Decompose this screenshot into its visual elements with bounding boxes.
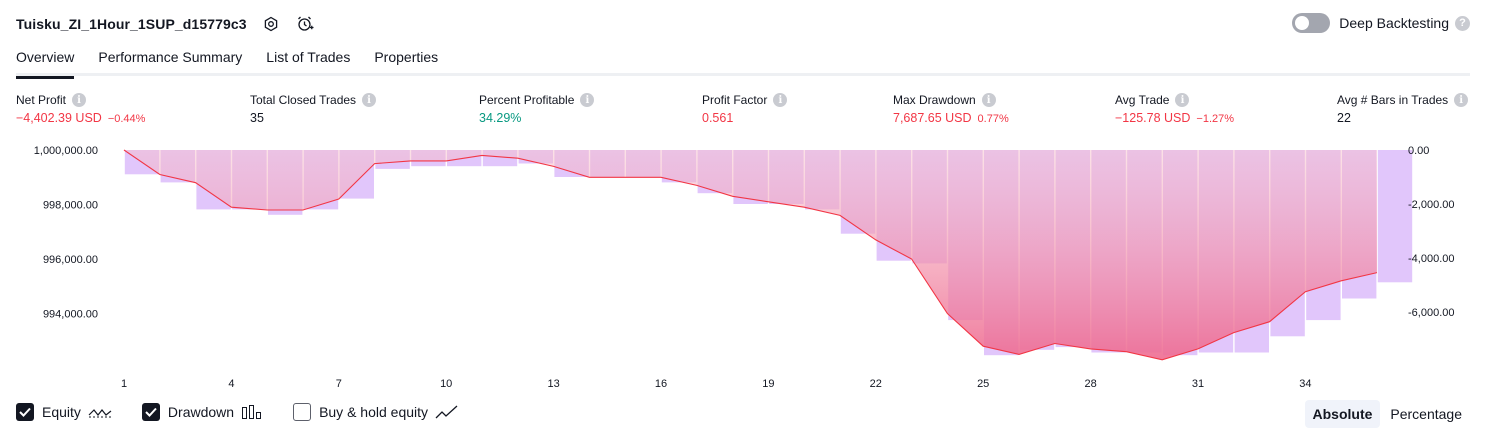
metric-profit-factor: Profit Factor i 0.561: [702, 93, 788, 125]
metric-avg-bars-in-trades: Avg # Bars in Trades i 22: [1337, 93, 1469, 125]
x-axis-tick: 10: [440, 378, 452, 390]
absolute-button[interactable]: Absolute: [1304, 400, 1381, 428]
x-axis-tick: 34: [1299, 378, 1311, 390]
legend-label: Buy & hold equity: [319, 404, 429, 420]
left-axis-tick: 1,000,000.00: [34, 145, 98, 157]
x-axis-tick: 31: [1192, 378, 1204, 390]
metric-label: Total Closed Trades: [250, 93, 357, 107]
left-axis: 1,000,000.00 998,000.00 996,000.00 994,000.…: [34, 145, 98, 321]
x-axis-tick: 4: [228, 378, 234, 390]
metric-label: Max Drawdown: [893, 93, 976, 107]
metric-label: Avg # Bars in Trades: [1337, 93, 1449, 107]
add-alert-icon[interactable]: [295, 14, 315, 34]
x-axis-tick: 13: [547, 378, 559, 390]
tab-bar: Overview Performance Summary List of Tra…: [16, 44, 1470, 79]
buy-hold-checkbox[interactable]: [293, 403, 312, 421]
x-axis-tick: 22: [870, 378, 882, 390]
drawdown-bars-icon: [241, 404, 263, 420]
metric-label: Profit Factor: [702, 93, 768, 107]
legend-label: Drawdown: [167, 404, 235, 420]
percentage-button[interactable]: Percentage: [1390, 406, 1462, 422]
deep-backtesting: Deep Backtesting ?: [1292, 13, 1470, 33]
info-icon[interactable]: i: [362, 93, 377, 107]
metric-value: 34.29%: [479, 111, 522, 125]
metric-percent: 0.77%: [977, 113, 1009, 125]
equity-checkbox[interactable]: [16, 403, 34, 421]
metric-value: 22: [1337, 111, 1351, 125]
equity-drawdown-chart: 1,000,000.00 998,000.00 996,000.00 994,000.…: [34, 145, 1455, 390]
deep-backtesting-toggle[interactable]: [1292, 13, 1331, 33]
right-axis-tick: -6,000.00: [1408, 307, 1454, 319]
info-icon[interactable]: i: [981, 93, 996, 107]
strategy-title: Tuisku_ZI_1Hour_1SUP_d15779c3: [16, 16, 247, 32]
deep-backtesting-label: Deep Backtesting: [1339, 15, 1449, 31]
tab-list-of-trades[interactable]: List of Trades: [266, 49, 351, 65]
toggle-knob: [1295, 16, 1310, 30]
x-axis: 1 4 7 10 13 16 19 22 25 28 31 34: [121, 378, 1312, 390]
right-axis: 0.00 -2,000.00 -4,000.00 -6,000.00: [1408, 145, 1454, 319]
equity-layer: [123, 149, 1378, 361]
drawdown-bar: [1377, 150, 1413, 283]
metric-label: Percent Profitable: [479, 93, 575, 107]
metric-value: 0.561: [702, 111, 734, 125]
x-axis-tick: 7: [336, 378, 342, 390]
right-axis-tick: -4,000.00: [1408, 253, 1454, 265]
metric-total-closed-trades: Total Closed Trades i 35: [250, 93, 377, 125]
view-mode-switch: Absolute Percentage: [1303, 400, 1471, 428]
metric-percent: −1.27%: [1196, 113, 1235, 125]
metric-avg-trade: Avg Trade i −125.78 USD −1.27%: [1115, 93, 1234, 125]
info-icon[interactable]: i: [773, 93, 788, 107]
legend-equity[interactable]: Equity: [16, 403, 112, 421]
info-icon[interactable]: i: [1454, 93, 1469, 107]
settings-icon[interactable]: [261, 14, 281, 34]
tab-properties[interactable]: Properties: [374, 49, 439, 65]
metric-value: 7,687.65 USD: [893, 111, 972, 125]
drawdown-checkbox[interactable]: [141, 403, 160, 421]
metric-label: Avg Trade: [1115, 93, 1170, 107]
metric-net-profit: Net Profit i −4,402.39 USD −0.44%: [16, 93, 145, 125]
buy-hold-line-icon: [435, 404, 459, 420]
right-axis-tick: -2,000.00: [1408, 199, 1454, 211]
metric-percent: −0.44%: [107, 113, 146, 125]
x-axis-tick: 1: [121, 378, 127, 390]
metric-label: Net Profit: [16, 93, 67, 107]
info-icon[interactable]: i: [72, 93, 87, 107]
left-axis-tick: 994,000.00: [43, 309, 98, 321]
metrics-row: Net Profit i −4,402.39 USD −0.44% Total Cl…: [0, 93, 1486, 129]
metric-max-drawdown: Max Drawdown i 7,687.65 USD 0.77%: [893, 93, 1009, 125]
tab-performance-summary[interactable]: Performance Summary: [98, 49, 243, 65]
x-axis-tick: 16: [655, 378, 667, 390]
legend-drawdown[interactable]: Drawdown: [141, 403, 263, 421]
left-axis-tick: 998,000.00: [43, 200, 98, 212]
info-icon[interactable]: i: [580, 93, 595, 107]
help-icon[interactable]: ?: [1455, 15, 1470, 31]
right-axis-tick: 0.00: [1408, 145, 1429, 157]
legend-buy-hold-equity[interactable]: Buy & hold equity: [293, 403, 459, 421]
left-axis-tick: 996,000.00: [43, 254, 98, 266]
x-axis-tick: 19: [762, 378, 774, 390]
metric-value: −125.78 USD: [1115, 111, 1191, 125]
tab-overview[interactable]: Overview: [16, 44, 75, 79]
legend-label: Equity: [42, 404, 81, 420]
info-icon[interactable]: i: [1175, 93, 1190, 107]
metric-percent-profitable: Percent Profitable i 34.29%: [479, 93, 595, 125]
equity-area: [124, 150, 1377, 360]
x-axis-tick: 28: [1084, 378, 1096, 390]
metric-value: −4,402.39 USD: [16, 111, 102, 125]
strategy-header: Tuisku_ZI_1Hour_1SUP_d15779c3: [16, 12, 315, 36]
metric-value: 35: [250, 111, 264, 125]
x-axis-tick: 25: [977, 378, 989, 390]
equity-line: [123, 149, 1378, 361]
equity-line-icon: [88, 404, 112, 420]
chart-legend: Equity Drawdown Buy & hold equity: [16, 403, 489, 421]
